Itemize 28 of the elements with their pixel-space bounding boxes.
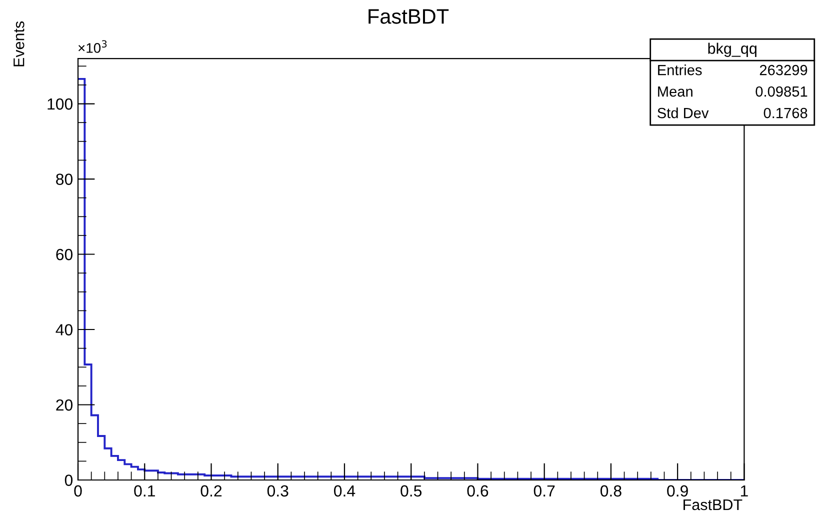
x-tick-label: 1 bbox=[740, 485, 748, 496]
x-tick-label: 0.6 bbox=[467, 485, 488, 497]
annotation: Std Dev bbox=[658, 107, 709, 118]
annotation: Mean bbox=[658, 86, 692, 97]
x-tick-label: 0.5 bbox=[400, 485, 422, 497]
text: bkg_qq bbox=[708, 42, 756, 57]
x-tick-label: 0.8 bbox=[600, 485, 622, 497]
text: 0.1768 bbox=[764, 108, 808, 118]
y-tick-label: 60 bbox=[56, 248, 73, 260]
x-tick-label: 0.7 bbox=[534, 485, 555, 497]
y-tick-label: 100 bbox=[48, 98, 73, 110]
x-tick-label: 0.4 bbox=[334, 485, 356, 497]
text: ×10$^{3}$ bbox=[78, 40, 107, 53]
x-tick-label: 0 bbox=[74, 485, 82, 497]
y-tick-label: 0 bbox=[64, 474, 73, 486]
y-tick-label: 40 bbox=[56, 324, 73, 336]
x-axis-title: FastBDT bbox=[684, 500, 742, 510]
x-tick-label: 0.9 bbox=[667, 485, 688, 497]
x-tick-label: 0.3 bbox=[267, 485, 288, 497]
x-tick-label: 0.2 bbox=[200, 485, 222, 497]
text: 263299 bbox=[760, 64, 808, 76]
y-tick-label: 80 bbox=[56, 174, 73, 185]
annotation: Entries bbox=[658, 64, 702, 76]
y-tick-label: 20 bbox=[56, 399, 73, 411]
chart-title: FastBDT bbox=[368, 9, 449, 24]
text: 0.09851 bbox=[756, 86, 808, 97]
y-axis-title: Events bbox=[14, 21, 24, 66]
x-tick-label: 0.1 bbox=[134, 485, 155, 497]
